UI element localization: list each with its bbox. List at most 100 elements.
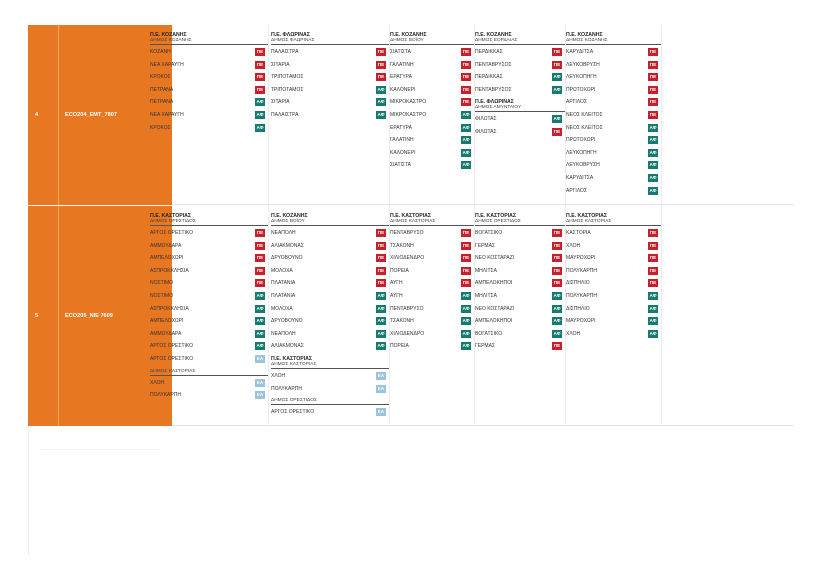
region-title: Π.Ε. ΚΟΖΑΝΗΣ bbox=[390, 32, 427, 38]
list-item: ΚΡΟΚΟΣ ΠΕ bbox=[150, 71, 268, 84]
list-item: ΠΕΡΔΙΚΚΑΣ ΠΕ bbox=[475, 46, 565, 59]
region-group: Π.Ε. ΦΛΩΡΙΝΑΣ ΔΗΜΟΣ ΑΜΥΝΤΑΙΟΥ ΦΙΛΩΤΑΣ ΑΦ ΦΙΛ… bbox=[475, 99, 565, 138]
status-badge: ΕΑ bbox=[255, 391, 265, 400]
location-name: ΕΡΑΤΥΡΑ bbox=[390, 74, 412, 81]
location-name: ΠΑΛΑΙΣΤΡΑ bbox=[271, 111, 299, 118]
location-name: ΝΟΣΤΙΜΟ bbox=[150, 280, 174, 287]
list-item: ΠΕΝΤΑΒΡΥΣΟΣ ΠΕ bbox=[475, 59, 565, 72]
location-name: ΑΡΓΟΣ ΟΡΕΣΤΙΚΟ bbox=[150, 355, 193, 362]
list-item: ΤΡΙΠΟΤΑΜΟΣ ΑΦ bbox=[271, 84, 389, 97]
location-column: Π.Ε. ΚΑΣΤΟΡΙΑΣ ΔΗΜΟΣ ΟΡΕΣΤΙΔΟΣ ΑΡΓΟΣ ΟΡΕΣΤ… bbox=[150, 206, 269, 426]
location-name: ΝΕΟ ΚΟΣΤΑΡΑΖΙ bbox=[475, 255, 515, 262]
location-name: ΠΕΝΤΑΒΡΥΣΟΣ bbox=[475, 86, 512, 93]
status-badge: ΑΦ bbox=[552, 85, 562, 94]
status-badge: ΠΕ bbox=[376, 60, 386, 69]
status-badge: ΠΕ bbox=[376, 229, 386, 237]
location-name: ΝΕΟ ΚΟΣΤΑΡΑΖΙ bbox=[475, 305, 515, 312]
municipality-subtitle: ΔΗΜΟΣ ΕΟΡΔΑΙΑΣ bbox=[475, 38, 565, 45]
location-name: ΑΡΓΟΣ ΟΡΕΣΤΙΚΟ bbox=[150, 230, 193, 236]
status-badge: ΑΦ bbox=[461, 123, 471, 132]
list-item: ΜΑΥΡΟΧΩΡΙ ΑΦ bbox=[566, 315, 661, 328]
status-badge: ΠΕ bbox=[461, 279, 471, 288]
list-item: ΣΙΑΤΙΣΤΑ ΑΦ bbox=[390, 159, 474, 172]
list-item: ΚΡΟΚΟΣ ΑΦ bbox=[150, 122, 268, 135]
region-group: Π.Ε. ΚΟΖΑΝΗΣ ΔΗΜΟΣ ΒΟΪΟΥ ΝΕΑΠΟΛΗ ΠΕ ΑΛΙΑΚΜΟΝ… bbox=[271, 213, 389, 353]
location-name: ΣΙΤΑΡΙΑ bbox=[271, 61, 290, 68]
status-badge: ΑΦ bbox=[461, 342, 471, 351]
location-name: ΜΗΛΙΤΣΑ bbox=[475, 292, 497, 299]
location-name: ΜΙΚΡΟΚΑΣΤΡΟ bbox=[390, 99, 427, 106]
list-item: ΣΙΤΑΡΙΑ ΠΕ bbox=[271, 59, 389, 72]
location-name: ΜΗΛΙΤΣΑ bbox=[475, 267, 497, 274]
status-badge: ΑΦ bbox=[648, 136, 658, 145]
list-item: ΑΡΓΙΛΟΣ ΠΕ bbox=[566, 96, 661, 109]
municipality-subtitle: ΔΗΜΟΣ ΚΟΖΑΝΗΣ bbox=[150, 38, 268, 45]
location-name: ΠΡΩΤΟΧΩΡΙ bbox=[566, 137, 596, 144]
list-item: ΑΡΓΟΣ ΟΡΕΣΤΙΚΟ ΕΑ bbox=[271, 406, 389, 419]
location-name: ΑΡΓΙΛΟΣ bbox=[566, 187, 588, 194]
list-item: ΠΕΤΡΑΝΑ ΠΕ bbox=[150, 84, 268, 97]
location-name: ΑΜΠΕΛΟΧΩΡΙ bbox=[150, 255, 184, 262]
region-group: Π.Ε. ΚΑΣΤΟΡΙΑΣ ΔΗΜΟΣ ΟΡΕΣΤΙΔΟΣ ΑΡΓΟΣ ΟΡΕΣΤ… bbox=[150, 213, 268, 366]
location-name: ΛΕΥΚΟΠΗΓΗ bbox=[566, 74, 597, 81]
list-item: ΠΟΡΕΙΑ ΠΕ bbox=[390, 265, 474, 278]
list-item: ΝΕΟΣ ΚΛΕΙΤΟΣ ΠΕ bbox=[566, 109, 661, 122]
status-badge: ΠΕ bbox=[376, 241, 386, 250]
region-group: ΔΗΜΟΣ ΚΑΣΤΟΡΙΑΣ ΧΛΟΗ ΕΑ ΠΟΛΥΚΑΡΠΗ ΕΑ bbox=[150, 369, 268, 402]
list-item: ΑΡΓΙΛΟΣ ΑΦ bbox=[566, 185, 661, 198]
status-badge: ΠΕ bbox=[255, 254, 265, 263]
status-badge: ΕΑ bbox=[376, 384, 386, 393]
location-name: ΤΡΙΠΟΤΑΜΟΣ bbox=[271, 74, 304, 81]
location-name: ΑΡΓΟΣ ΟΡΕΣΤΙΚΟ bbox=[150, 343, 193, 350]
status-badge: ΠΕ bbox=[255, 266, 265, 275]
status-badge: ΠΕ bbox=[255, 229, 265, 237]
status-badge: ΠΕ bbox=[552, 60, 562, 69]
list-item: ΠΑΛΑΙΣΤΡΑ ΠΕ bbox=[271, 46, 389, 59]
list-item: ΚΟΖΑΝΗ ΠΕ bbox=[150, 46, 268, 59]
list-item: ΑΜΠΕΛΟΧΩΡΙ ΑΦ bbox=[150, 315, 268, 328]
status-badge: ΠΕ bbox=[648, 110, 658, 119]
region-group: Π.Ε. ΚΟΖΑΝΗΣ ΔΗΜΟΣ ΕΟΡΔΑΙΑΣ ΠΕΡΔΙΚΚΑΣ ΠΕ ΠΕΝ… bbox=[475, 32, 565, 96]
location-name: ΑΣΠΡΟΚΚΛΗΣΙΑ bbox=[150, 305, 189, 312]
status-badge: ΑΦ bbox=[376, 110, 386, 119]
location-name: ΑΣΠΡΟΚΚΛΗΣΙΑ bbox=[150, 267, 189, 274]
list-item: ΓΕΡΜΑΣ ΠΕ bbox=[475, 340, 565, 353]
region-title: Π.Ε. ΚΑΣΤΟΡΙΑΣ bbox=[390, 213, 432, 219]
region-title: Π.Ε. ΚΑΣΤΟΡΙΑΣ bbox=[150, 213, 192, 219]
list-item: ΠΟΛΥΚΑΡΠΗ ΠΕ bbox=[566, 265, 661, 278]
list-item: ΠΟΡΕΙΑ ΑΦ bbox=[390, 340, 474, 353]
location-name: ΧΛΟΗ bbox=[271, 372, 286, 379]
status-badge: ΑΦ bbox=[376, 304, 386, 313]
location-name: ΠΛΑΤΑΝΙΑ bbox=[271, 280, 296, 287]
list-item: ΔΙΣΠΗΛΙΟ ΠΕ bbox=[566, 277, 661, 290]
status-badge: ΠΕ bbox=[255, 241, 265, 250]
location-column: Π.Ε. ΚΟΖΑΝΗΣ ΔΗΜΟΣ ΕΟΡΔΑΙΑΣ ΠΕΡΔΙΚΚΑΣ ΠΕ ΠΕΝ… bbox=[475, 25, 566, 205]
location-name: ΠΡΩΤΟΧΩΡΙ bbox=[566, 86, 596, 93]
location-name: ΚΑΡΥΔΙΤΣΑ bbox=[566, 174, 594, 181]
location-name: ΠΟΛΥΚΑΡΠΗ bbox=[566, 292, 597, 299]
footer-divider bbox=[40, 449, 160, 450]
status-badge: ΠΕ bbox=[255, 73, 265, 82]
location-name: ΚΑΣΤΟΡΙΑ bbox=[566, 230, 591, 236]
list-item: ΓΑΛΑΤΙΝΗ ΑΦ bbox=[390, 134, 474, 147]
location-name: ΝΕΑΠΟΛΗ bbox=[271, 330, 296, 337]
list-item: ΑΛΙΑΚΜΟΝΑΣ ΑΦ bbox=[271, 340, 389, 353]
list-item: ΛΕΥΚΟΒΡΥΣΗ ΠΕ bbox=[566, 59, 661, 72]
location-name: ΕΡΑΤΥΡΑ bbox=[390, 124, 412, 131]
status-badge: ΠΕ bbox=[376, 73, 386, 82]
location-name: ΑΜΜΟΥΔΑΡΑ bbox=[150, 242, 182, 249]
location-name: ΑΥΓΗ bbox=[390, 280, 403, 287]
status-badge: ΕΑ bbox=[376, 371, 386, 380]
list-item: ΑΣΠΡΟΚΚΛΗΣΙΑ ΠΕ bbox=[150, 265, 268, 278]
list-item: ΚΑΡΥΔΙΤΣΑ ΠΕ bbox=[566, 46, 661, 59]
list-item: ΜΗΛΙΤΣΑ ΠΕ bbox=[475, 265, 565, 278]
status-badge: ΠΕ bbox=[376, 266, 386, 275]
status-badge: ΑΦ bbox=[461, 148, 471, 157]
location-name: ΠΟΛΥΚΑΡΠΗ bbox=[150, 392, 181, 399]
location-column: Π.Ε. ΚΑΣΤΟΡΙΑΣ ΔΗΜΟΣ ΚΑΣΤΟΡΙΑΣ ΚΑΣΤΟΡΙΑ ΠΕ Χ… bbox=[566, 206, 662, 426]
status-badge: ΑΦ bbox=[255, 342, 265, 351]
list-item: ΧΙΛΙΟΔΕΝΔΡΟ ΠΕ bbox=[390, 252, 474, 265]
location-name: ΚΑΡΥΔΙΤΣΑ bbox=[566, 49, 594, 55]
list-item: ΝΕΟΣ ΚΛΕΙΤΟΣ ΑΦ bbox=[566, 122, 661, 135]
region-title: Π.Ε. ΚΑΣΤΟΡΙΑΣ bbox=[271, 355, 313, 362]
